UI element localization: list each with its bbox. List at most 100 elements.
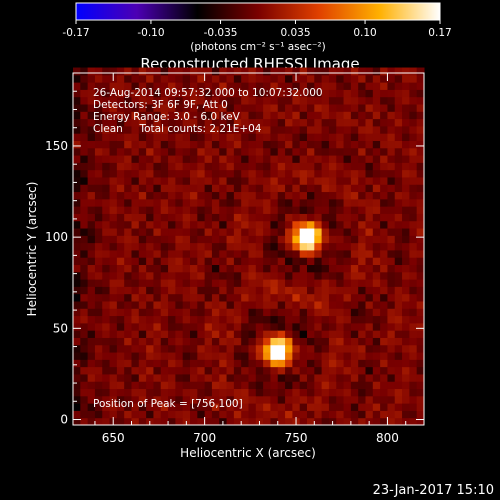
- heatmap-cell: [307, 395, 315, 404]
- heatmap-cell: [343, 191, 352, 200]
- heatmap-cell: [416, 140, 425, 149]
- heatmap-cell: [87, 286, 96, 295]
- heatmap-cell: [416, 169, 425, 178]
- heatmap-cell: [197, 271, 206, 280]
- heatmap-cell: [138, 235, 147, 244]
- heatmap-cell: [402, 395, 410, 404]
- heatmap-cell: [285, 74, 293, 83]
- heatmap-cell: [307, 176, 315, 185]
- heatmap-cell: [219, 352, 228, 360]
- heatmap-cell: [131, 82, 140, 90]
- heatmap-cell: [160, 330, 169, 338]
- heatmap-cell: [336, 315, 345, 324]
- heatmap-cell: [277, 403, 286, 411]
- heatmap-cell: [182, 235, 191, 244]
- heatmap-cell: [307, 352, 315, 360]
- heatmap-cell: [226, 162, 235, 171]
- heatmap-cell: [211, 249, 220, 258]
- heatmap-cell: [138, 293, 147, 302]
- heatmap-cell: [168, 373, 176, 382]
- heatmap-cell: [343, 271, 352, 280]
- heatmap-cell: [73, 279, 81, 287]
- heatmap-cell: [307, 67, 315, 76]
- heatmap-cell: [160, 67, 169, 76]
- heatmap-cell: [372, 308, 381, 317]
- heatmap-cell: [365, 359, 374, 368]
- heatmap-cell: [241, 198, 249, 207]
- heatmap-cell: [131, 198, 140, 207]
- heatmap-cell: [255, 286, 264, 295]
- heatmap-cell: [299, 344, 308, 353]
- heatmap-cell: [336, 82, 345, 90]
- heatmap-cell: [380, 337, 388, 346]
- heatmap-cell: [387, 359, 396, 368]
- heatmap-cell: [146, 118, 154, 127]
- heatmap-cell: [168, 300, 176, 309]
- heatmap-cell: [182, 133, 191, 141]
- heatmap-cell: [94, 213, 103, 222]
- heatmap-cell: [211, 388, 220, 397]
- heatmap-cell: [358, 140, 366, 149]
- heatmap-cell: [402, 337, 410, 346]
- heatmap-cell: [307, 366, 315, 375]
- heatmap-cell: [182, 308, 191, 317]
- heatmap-cell: [175, 366, 184, 375]
- heatmap-cell: [365, 300, 374, 309]
- heatmap-cell: [372, 279, 381, 287]
- heatmap-cell: [87, 322, 96, 331]
- heatmap-cell: [336, 89, 345, 98]
- heatmap-cell: [233, 286, 242, 295]
- heatmap-cell: [211, 300, 220, 309]
- heatmap-cell: [116, 184, 125, 193]
- heatmap-cell: [365, 395, 374, 404]
- heatmap-cell: [241, 352, 249, 360]
- heatmap-cell: [204, 381, 213, 390]
- heatmap-cell: [124, 111, 132, 120]
- heatmap-cell: [248, 125, 257, 134]
- heatmap-cell: [233, 344, 242, 353]
- heatmap-cell: [255, 293, 264, 302]
- heatmap-cell: [292, 337, 301, 346]
- x-axis-title: Heliocentric X (arcsec): [180, 446, 316, 460]
- heatmap-cell: [350, 133, 359, 141]
- heatmap-cell: [387, 286, 396, 295]
- heatmap-cell: [299, 322, 308, 331]
- heatmap-cell: [138, 249, 147, 258]
- heatmap-cell: [94, 388, 103, 397]
- heatmap-cell: [394, 286, 403, 295]
- heatmap-cell: [138, 198, 147, 207]
- heatmap-cell: [336, 388, 345, 397]
- heatmap-cell: [299, 169, 308, 178]
- heatmap-cell: [350, 279, 359, 287]
- heatmap-cell: [73, 176, 81, 185]
- heatmap-cell: [211, 359, 220, 368]
- heatmap-cell: [277, 125, 286, 134]
- heatmap-cell: [87, 242, 96, 251]
- heatmap-cell: [402, 264, 410, 273]
- heatmap-cell: [416, 67, 425, 76]
- heatmap-cell: [387, 118, 396, 127]
- heatmap-cell: [160, 74, 169, 83]
- heatmap-cell: [402, 388, 410, 397]
- heatmap-cell: [321, 264, 330, 273]
- heatmap-cell: [292, 322, 301, 331]
- heatmap-cell: [292, 147, 301, 156]
- heatmap-cell: [336, 198, 345, 207]
- heatmap-cell: [204, 198, 213, 207]
- heatmap-cell: [380, 176, 388, 185]
- heatmap-cell: [336, 111, 345, 120]
- heatmap-cell: [255, 191, 264, 200]
- heatmap-cell: [211, 337, 220, 346]
- heatmap-cell: [153, 169, 162, 178]
- heatmap-cell: [270, 104, 279, 112]
- heatmap-cell: [336, 322, 345, 331]
- heatmap-cell: [87, 330, 96, 338]
- heatmap-cell: [219, 235, 228, 244]
- heatmap-cell: [94, 67, 103, 76]
- heatmap-cell: [138, 271, 147, 280]
- heatmap-cell: [146, 74, 154, 83]
- heatmap-cell: [387, 271, 396, 280]
- heatmap-cell: [219, 155, 228, 163]
- heatmap-cell: [138, 286, 147, 295]
- heatmap-cell: [102, 337, 111, 346]
